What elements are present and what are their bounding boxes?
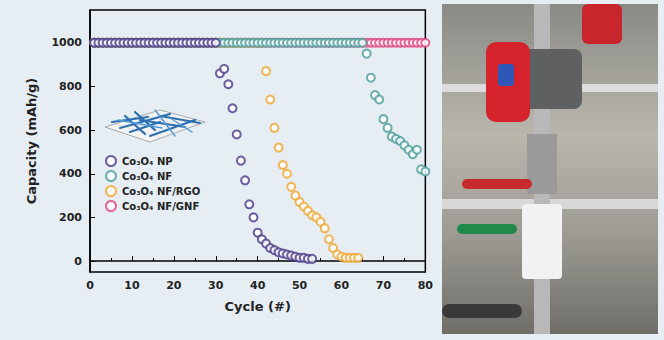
svg-text:0: 0 [74, 255, 82, 268]
svg-text:0: 0 [86, 279, 94, 292]
svg-text:70: 70 [376, 279, 392, 292]
svg-text:30: 30 [208, 279, 224, 292]
svg-text:Cycle (#): Cycle (#) [225, 299, 291, 314]
svg-text:600: 600 [59, 124, 82, 137]
svg-text:Co₃O₄ NF: Co₃O₄ NF [122, 171, 172, 182]
svg-text:1000: 1000 [51, 36, 82, 49]
svg-text:40: 40 [250, 279, 266, 292]
svg-text:20: 20 [166, 279, 182, 292]
svg-text:200: 200 [59, 211, 82, 224]
svg-text:Capacity (mAh/g): Capacity (mAh/g) [24, 78, 39, 205]
svg-text:50: 50 [292, 279, 308, 292]
svg-text:10: 10 [124, 279, 140, 292]
svg-text:Co₃O₄ NF/GNF: Co₃O₄ NF/GNF [122, 201, 199, 212]
svg-text:60: 60 [334, 279, 350, 292]
svg-text:80: 80 [418, 279, 434, 292]
svg-text:Co₃O₄ NF/RGO: Co₃O₄ NF/RGO [122, 186, 200, 197]
svg-text:Co₃O₄ NP: Co₃O₄ NP [122, 156, 173, 167]
svg-text:400: 400 [59, 167, 82, 180]
svg-text:800: 800 [59, 80, 82, 93]
